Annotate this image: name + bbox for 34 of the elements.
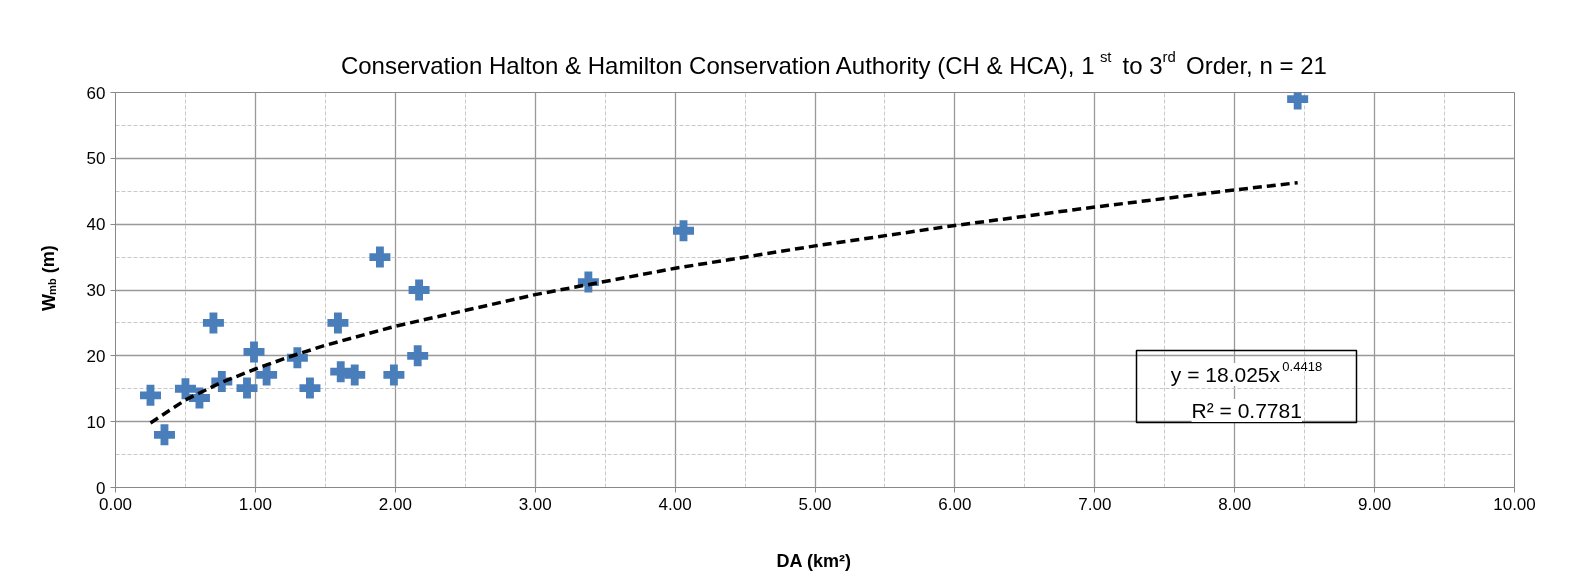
x-tick-label: 10.00	[1493, 494, 1536, 514]
point	[174, 378, 196, 400]
point	[153, 424, 175, 446]
x-tick-label: 6.00	[938, 494, 972, 514]
y-tick-label: 20	[86, 346, 106, 366]
point	[299, 377, 321, 399]
y-axis-title: Wmb (m)	[38, 245, 59, 311]
x-tick-label: 3.00	[518, 494, 552, 514]
point	[256, 364, 278, 386]
point	[383, 364, 405, 386]
point	[407, 345, 429, 367]
x-tick-label: 8.00	[1218, 494, 1252, 514]
point	[139, 384, 161, 406]
annotation: R² = 0.7781	[1191, 399, 1302, 422]
x-tick-label: 1.00	[238, 494, 272, 514]
y-tick-label: 60	[86, 83, 106, 103]
y-tick-label: 50	[86, 149, 106, 169]
point	[672, 220, 694, 242]
y-tick-label: 30	[86, 281, 106, 300]
x-tick-label: 2.00	[378, 494, 412, 514]
point	[344, 364, 366, 386]
x-tick-label: 9.00	[1358, 494, 1392, 514]
y-tick-label: 40	[86, 215, 106, 235]
point	[408, 279, 430, 301]
point	[327, 312, 349, 334]
point	[369, 246, 391, 268]
point	[236, 377, 258, 399]
y-tick-label: 10	[86, 412, 106, 432]
point	[202, 312, 224, 334]
x-tick-label: 4.00	[658, 494, 692, 514]
x-axis-title: DA (km²)	[776, 550, 851, 571]
x-tick-label: 5.00	[798, 494, 832, 514]
x-tick-label: 7.00	[1078, 494, 1112, 514]
point	[243, 341, 265, 363]
